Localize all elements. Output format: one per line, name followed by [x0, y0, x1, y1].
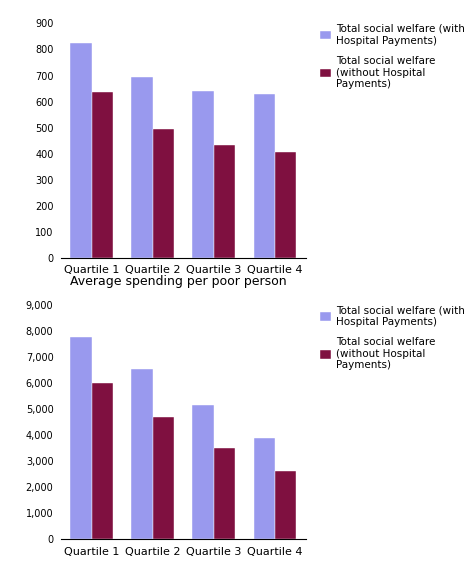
Text: Average spending per poor person: Average spending per poor person — [70, 275, 287, 288]
Bar — [92, 383, 113, 539]
Bar — [275, 471, 297, 539]
Bar — [132, 77, 153, 258]
Bar — [153, 129, 174, 258]
Bar — [193, 405, 214, 539]
Bar — [153, 417, 174, 539]
Bar — [92, 93, 113, 258]
Bar — [275, 152, 297, 258]
Bar — [132, 369, 153, 539]
Bar — [254, 438, 275, 539]
Bar — [70, 43, 92, 258]
Bar — [193, 91, 214, 258]
Bar — [254, 94, 275, 258]
Legend: Total social welfare (with
Hospital Payments), Total social welfare
(without Hos: Total social welfare (with Hospital Paym… — [321, 305, 465, 370]
Legend: Total social welfare (with
Hospital Payments), Total social welfare
(without Hos: Total social welfare (with Hospital Paym… — [321, 24, 465, 89]
Bar — [214, 145, 235, 258]
Bar — [70, 338, 92, 539]
Bar — [214, 448, 235, 539]
